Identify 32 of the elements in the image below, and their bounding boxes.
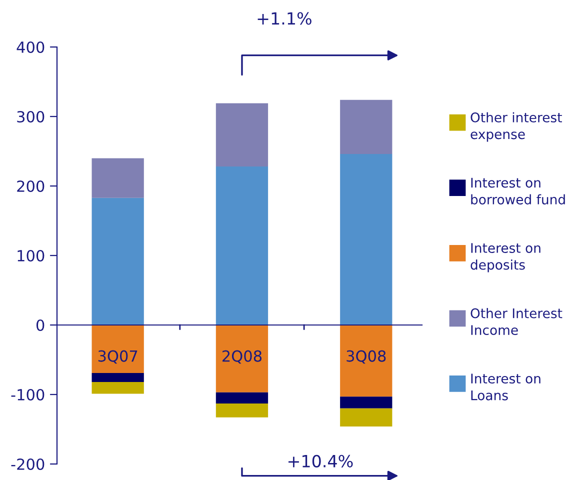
y-tick-label: 100	[18, 250, 44, 262]
bar	[216, 103, 268, 167]
bar	[92, 382, 144, 394]
x-tick-label: 3Q08	[346, 350, 386, 364]
y-tick-label: 300	[17, 110, 44, 123]
bar	[340, 154, 392, 325]
x-tick-label: 3Q07	[98, 350, 138, 364]
y-tick-label: -200	[11, 458, 44, 470]
y-tick-label: -100	[11, 388, 44, 401]
bar	[92, 198, 144, 325]
y-tick-label: 0	[36, 319, 44, 332]
x-tick-label: 2Q08	[222, 350, 262, 364]
legend-label: Other Interest Income	[470, 308, 562, 336]
bar	[340, 396, 392, 408]
legend-label: Interest on Loans	[471, 374, 540, 400]
bar	[216, 404, 268, 418]
bar	[92, 372, 144, 382]
bar	[340, 325, 392, 397]
y-tick-label: 400	[16, 41, 44, 54]
bar	[92, 158, 144, 198]
bar	[216, 166, 268, 325]
bar	[216, 392, 268, 404]
bar	[92, 325, 144, 373]
bar	[216, 325, 268, 392]
legend-label: Interest on deposits	[470, 243, 540, 272]
y-tick-label: 200	[17, 180, 44, 192]
text: +1.1%	[258, 12, 312, 25]
annotation: +10.4%	[288, 454, 353, 468]
bar	[340, 100, 392, 154]
bar	[340, 408, 392, 426]
legend-label: Interest on borrowed fund	[471, 178, 565, 204]
legend-label: Other interest expense	[470, 112, 562, 142]
